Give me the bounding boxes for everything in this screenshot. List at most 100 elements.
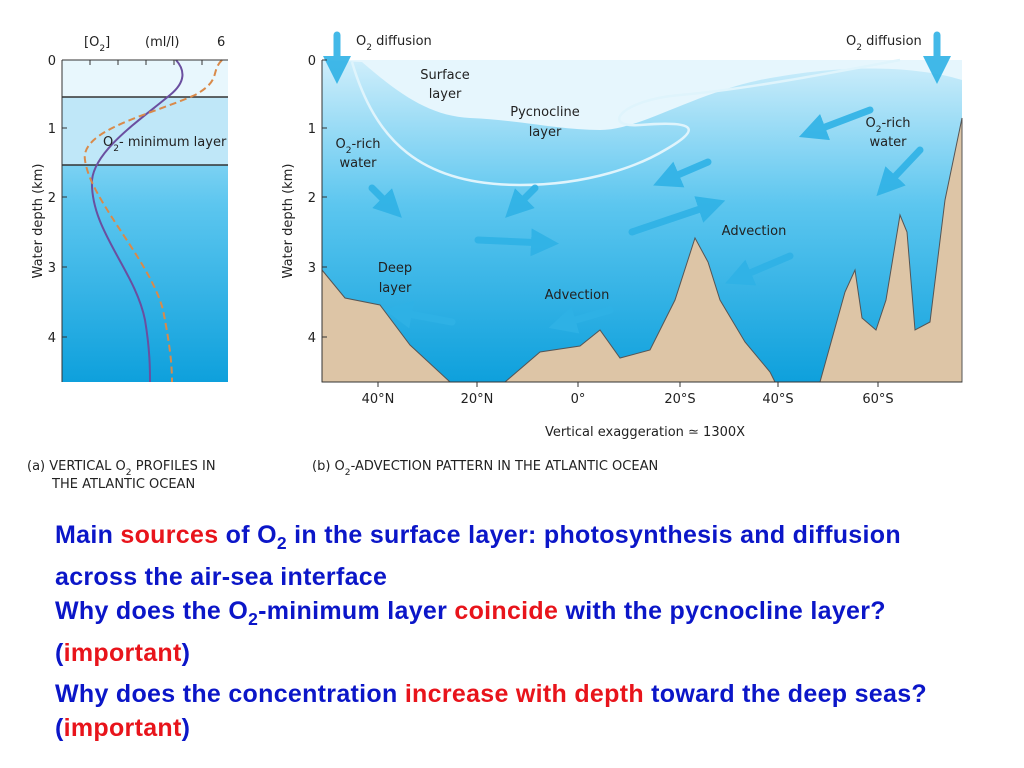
tick-label: 20°S	[664, 392, 695, 407]
label: Pycnocline	[510, 105, 579, 120]
text-run: Pycnocline	[510, 105, 579, 120]
subscript: 2	[346, 146, 352, 156]
label: O2 diffusion	[356, 34, 432, 53]
tick-label: 0	[308, 54, 316, 69]
text-run: Main	[55, 521, 121, 549]
subscript: 2	[99, 44, 105, 54]
subscript: 2	[876, 125, 882, 135]
y-axis-label: Water depth (km)	[281, 164, 296, 279]
text-run: water	[869, 135, 907, 150]
subscript: 2	[856, 43, 862, 53]
text-run: O	[865, 116, 875, 131]
text-run: O	[846, 34, 856, 49]
label: O2-rich	[335, 137, 380, 156]
tick-label: 40°N	[362, 392, 395, 407]
tick-label: 4	[308, 331, 316, 346]
text-run: PROFILES IN	[132, 459, 216, 474]
bullet: Main sources of O2 in the surface layer:…	[55, 518, 985, 594]
text-run: layer	[529, 125, 562, 140]
text-run: with the pycnocline layer? (	[55, 597, 886, 667]
panel-b: O2 diffusion O2 diffusion Surface layer …	[281, 31, 963, 478]
tick-label: 1	[308, 122, 316, 137]
panel-a: [O2] (ml/l) 6 O2- minimum layer (a) VERT…	[27, 35, 228, 492]
text-run: O	[356, 34, 366, 49]
text-run: layer	[429, 87, 462, 102]
bullet: Why does the concentration increase with…	[55, 677, 985, 745]
subscript: 2	[276, 533, 287, 553]
label: layer	[379, 281, 412, 296]
text-run: of O	[218, 521, 277, 549]
label: Vertical exaggeration ≃ 1300X	[545, 425, 745, 440]
text-run: -rich	[881, 116, 910, 131]
surface-layer	[322, 60, 962, 130]
text-run: Deep	[378, 261, 412, 276]
label: layer	[529, 125, 562, 140]
emphasis: coincide	[454, 597, 559, 625]
profile-dashed	[83, 59, 223, 383]
subscript: 2	[345, 468, 351, 478]
emphasis: increase with depth	[404, 680, 644, 708]
text-run: diffusion	[862, 34, 922, 49]
text-run: water	[339, 156, 377, 171]
label: O2 diffusion	[846, 34, 922, 53]
tick-label: 0	[48, 54, 56, 69]
caption: (b) O2-ADVECTION PATTERN IN THE ATLANTIC…	[312, 459, 658, 478]
text-run: toward the deep seas? (	[55, 680, 927, 742]
label: O2-rich	[865, 116, 910, 135]
text-run: - minimum layer	[119, 135, 227, 150]
text-run: Advection	[722, 224, 787, 239]
pycnocline-line	[350, 58, 901, 187]
label: O2- minimum layer	[103, 135, 227, 154]
figure: [O2] (ml/l) 6 O2- minimum layer (a) VERT…	[27, 31, 963, 492]
text-run: O	[335, 137, 345, 152]
surface-band	[62, 60, 228, 97]
label: water	[869, 135, 907, 150]
text-run: (a) VERTICAL O	[27, 459, 126, 474]
text-run: (b) O	[312, 459, 345, 474]
tick-label: 2	[308, 191, 316, 206]
text-run: -rich	[351, 137, 380, 152]
ticks	[62, 60, 203, 338]
text-run: -ADVECTION PATTERN IN THE ATLANTIC OCEAN	[351, 459, 659, 474]
text-run: Vertical exaggeration ≃ 1300X	[545, 425, 745, 440]
text-run: layer	[379, 281, 412, 296]
flow-arrows	[323, 31, 951, 334]
text-run: in the surface layer: photosynthesis and…	[55, 521, 901, 591]
label: layer	[429, 87, 462, 102]
tick-label: 3	[48, 261, 56, 276]
tick-label: 3	[308, 261, 316, 276]
text-run: THE ATLANTIC OCEAN	[51, 477, 195, 492]
ticks	[322, 59, 879, 387]
emphasis: important	[63, 714, 182, 742]
text-run: ]	[105, 35, 110, 50]
text-run: )	[181, 639, 191, 667]
subscript: 2	[113, 144, 119, 154]
label: Deep	[378, 261, 412, 276]
text-run: 6	[217, 35, 225, 50]
tick-label: 4	[48, 331, 56, 346]
tick-label: 20°N	[461, 392, 494, 407]
text-run: diffusion	[372, 34, 432, 49]
subscript: 2	[366, 43, 372, 53]
text-run: Advection	[545, 288, 610, 303]
tick-label: 0°	[571, 392, 586, 407]
caption: THE ATLANTIC OCEAN	[51, 477, 195, 492]
tick-label: 60°S	[862, 392, 893, 407]
tick-label: 40°S	[762, 392, 793, 407]
label: (ml/l)	[145, 35, 179, 50]
text-run: O	[103, 135, 113, 150]
text-run: )	[181, 714, 191, 742]
emphasis: important	[63, 639, 182, 667]
text-run: [O	[84, 35, 99, 50]
text-run: (ml/l)	[145, 35, 179, 50]
label: water	[339, 156, 377, 171]
seafloor	[321, 117, 963, 383]
minimum-band	[62, 97, 228, 165]
y-axis-label: Water depth (km)	[31, 164, 46, 279]
subscript: 2	[248, 609, 259, 629]
label: [O2]	[84, 35, 110, 54]
tick-label: 2	[48, 191, 56, 206]
text-run: Why does the concentration	[55, 680, 405, 708]
bullet: Why does the O2-minimum layer coincide w…	[55, 594, 985, 670]
